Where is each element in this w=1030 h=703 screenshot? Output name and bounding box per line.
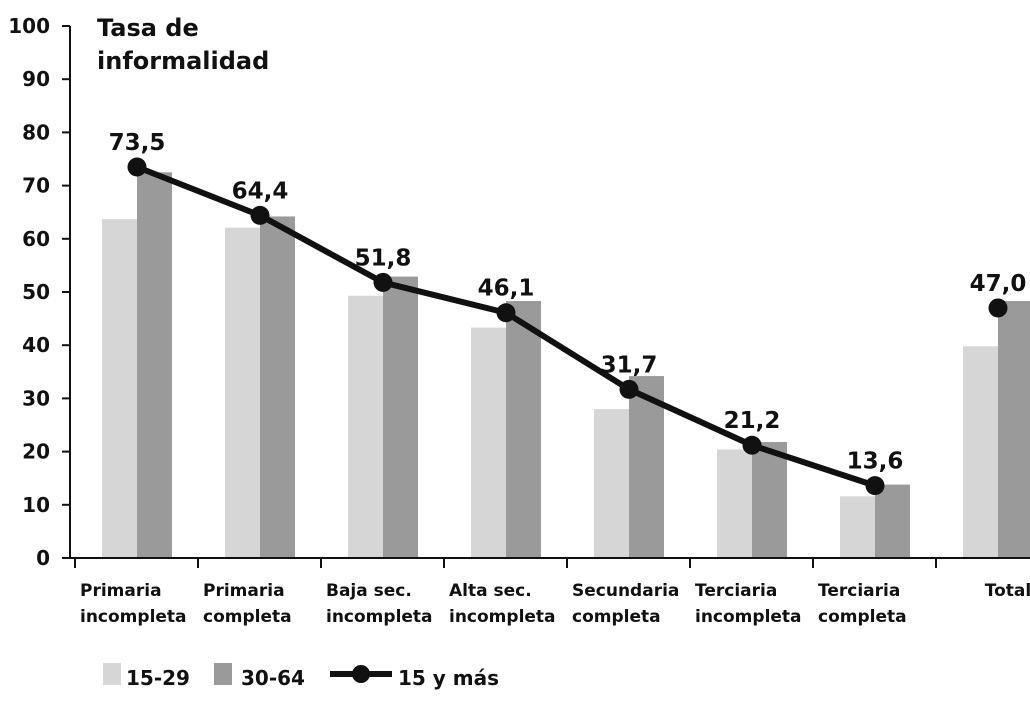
bar-30-64-0 (137, 172, 172, 559)
line-point-4 (619, 379, 639, 399)
category-label: incompleta (449, 607, 556, 627)
legend-label-15-29: 15-29 (126, 666, 190, 690)
category-label: Terciaria (818, 581, 900, 601)
data-label-4: 31,7 (601, 352, 658, 378)
y-tick-label: 80 (22, 120, 50, 144)
bar-15-29-4 (594, 409, 629, 558)
bar-15-29-6 (840, 496, 875, 558)
y-tick-label: 50 (22, 280, 50, 304)
line-point-5 (742, 435, 762, 455)
bars (102, 172, 1030, 559)
y-tick-label: 10 (22, 493, 50, 517)
data-label-1: 64,4 (232, 178, 289, 204)
bar-30-64-2 (383, 276, 418, 558)
bar-30-64-6 (875, 484, 910, 558)
legend-swatch-30-64 (214, 663, 232, 685)
category-label: Terciaria (695, 581, 777, 601)
axes: 0 10 20 30 40 50 60 70 80 90 100 (8, 14, 1030, 570)
legend-label-30-64: 30-64 (241, 666, 305, 690)
data-label-5: 21,2 (724, 408, 781, 434)
category-label: Primaria (203, 581, 285, 601)
category-label: completa (818, 607, 907, 627)
y-tick-label: 100 (8, 14, 50, 38)
bar-15-29-1 (225, 227, 260, 559)
bar-30-64-7 (998, 301, 1030, 558)
y-tick-label: 30 (22, 386, 50, 410)
bar-15-29-5 (717, 449, 752, 558)
line-point-7 (988, 298, 1008, 318)
legend-marker-15-y-mas (352, 665, 370, 683)
category-label: incompleta (326, 607, 433, 627)
data-label-7: 47,0 (970, 271, 1027, 297)
bar-15-29-2 (348, 295, 383, 558)
category-label: Total (985, 581, 1030, 601)
y-tick-label: 70 (22, 174, 50, 198)
line-point-3 (496, 303, 516, 323)
category-label: incompleta (80, 607, 187, 627)
data-labels: 73,5 64,4 51,8 46,1 31,7 21,2 13,6 47,0 (109, 130, 1027, 475)
bar-30-64-3 (506, 301, 541, 558)
data-label-0: 73,5 (109, 130, 166, 156)
line-point-0 (127, 157, 147, 177)
line-point-2 (373, 272, 393, 292)
data-label-6: 13,6 (847, 449, 904, 475)
y-axis-label-line: informalidad (97, 47, 269, 75)
y-axis-label: Tasa de informalidad (97, 14, 269, 75)
y-tick-label: 20 (22, 440, 50, 464)
legend: 15-29 30-64 15 y más (103, 663, 499, 690)
line-point-1 (250, 205, 270, 225)
y-tick-label: 40 (22, 333, 50, 357)
bar-15-29-7 (963, 346, 998, 558)
line-point-6 (865, 476, 885, 496)
category-label: Baja sec. (326, 581, 412, 601)
line-series (127, 157, 1008, 496)
bar-30-64-4 (629, 376, 664, 558)
category-labels: Primaria incompleta Primaria completa Baja s… (80, 581, 1030, 627)
data-label-2: 51,8 (355, 245, 412, 271)
bar-30-64-5 (752, 442, 787, 558)
category-label: Alta sec. (449, 581, 532, 601)
y-tick-label: 0 (36, 546, 50, 570)
bar-15-29-0 (102, 219, 137, 558)
y-axis-label-line: Tasa de (97, 14, 199, 42)
data-label-3: 46,1 (478, 276, 535, 302)
y-tick-label: 60 (22, 227, 50, 251)
category-label: incompleta (695, 607, 802, 627)
category-label: completa (203, 607, 292, 627)
legend-swatch-15-29 (103, 663, 121, 685)
category-label: Primaria (80, 581, 162, 601)
legend-label-15-y-mas: 15 y más (398, 666, 499, 690)
bar-30-64-1 (260, 216, 295, 558)
category-label: Secundaria (572, 581, 679, 601)
category-label: completa (572, 607, 661, 627)
y-tick-label: 90 (22, 67, 50, 91)
bar-15-29-3 (471, 327, 506, 558)
